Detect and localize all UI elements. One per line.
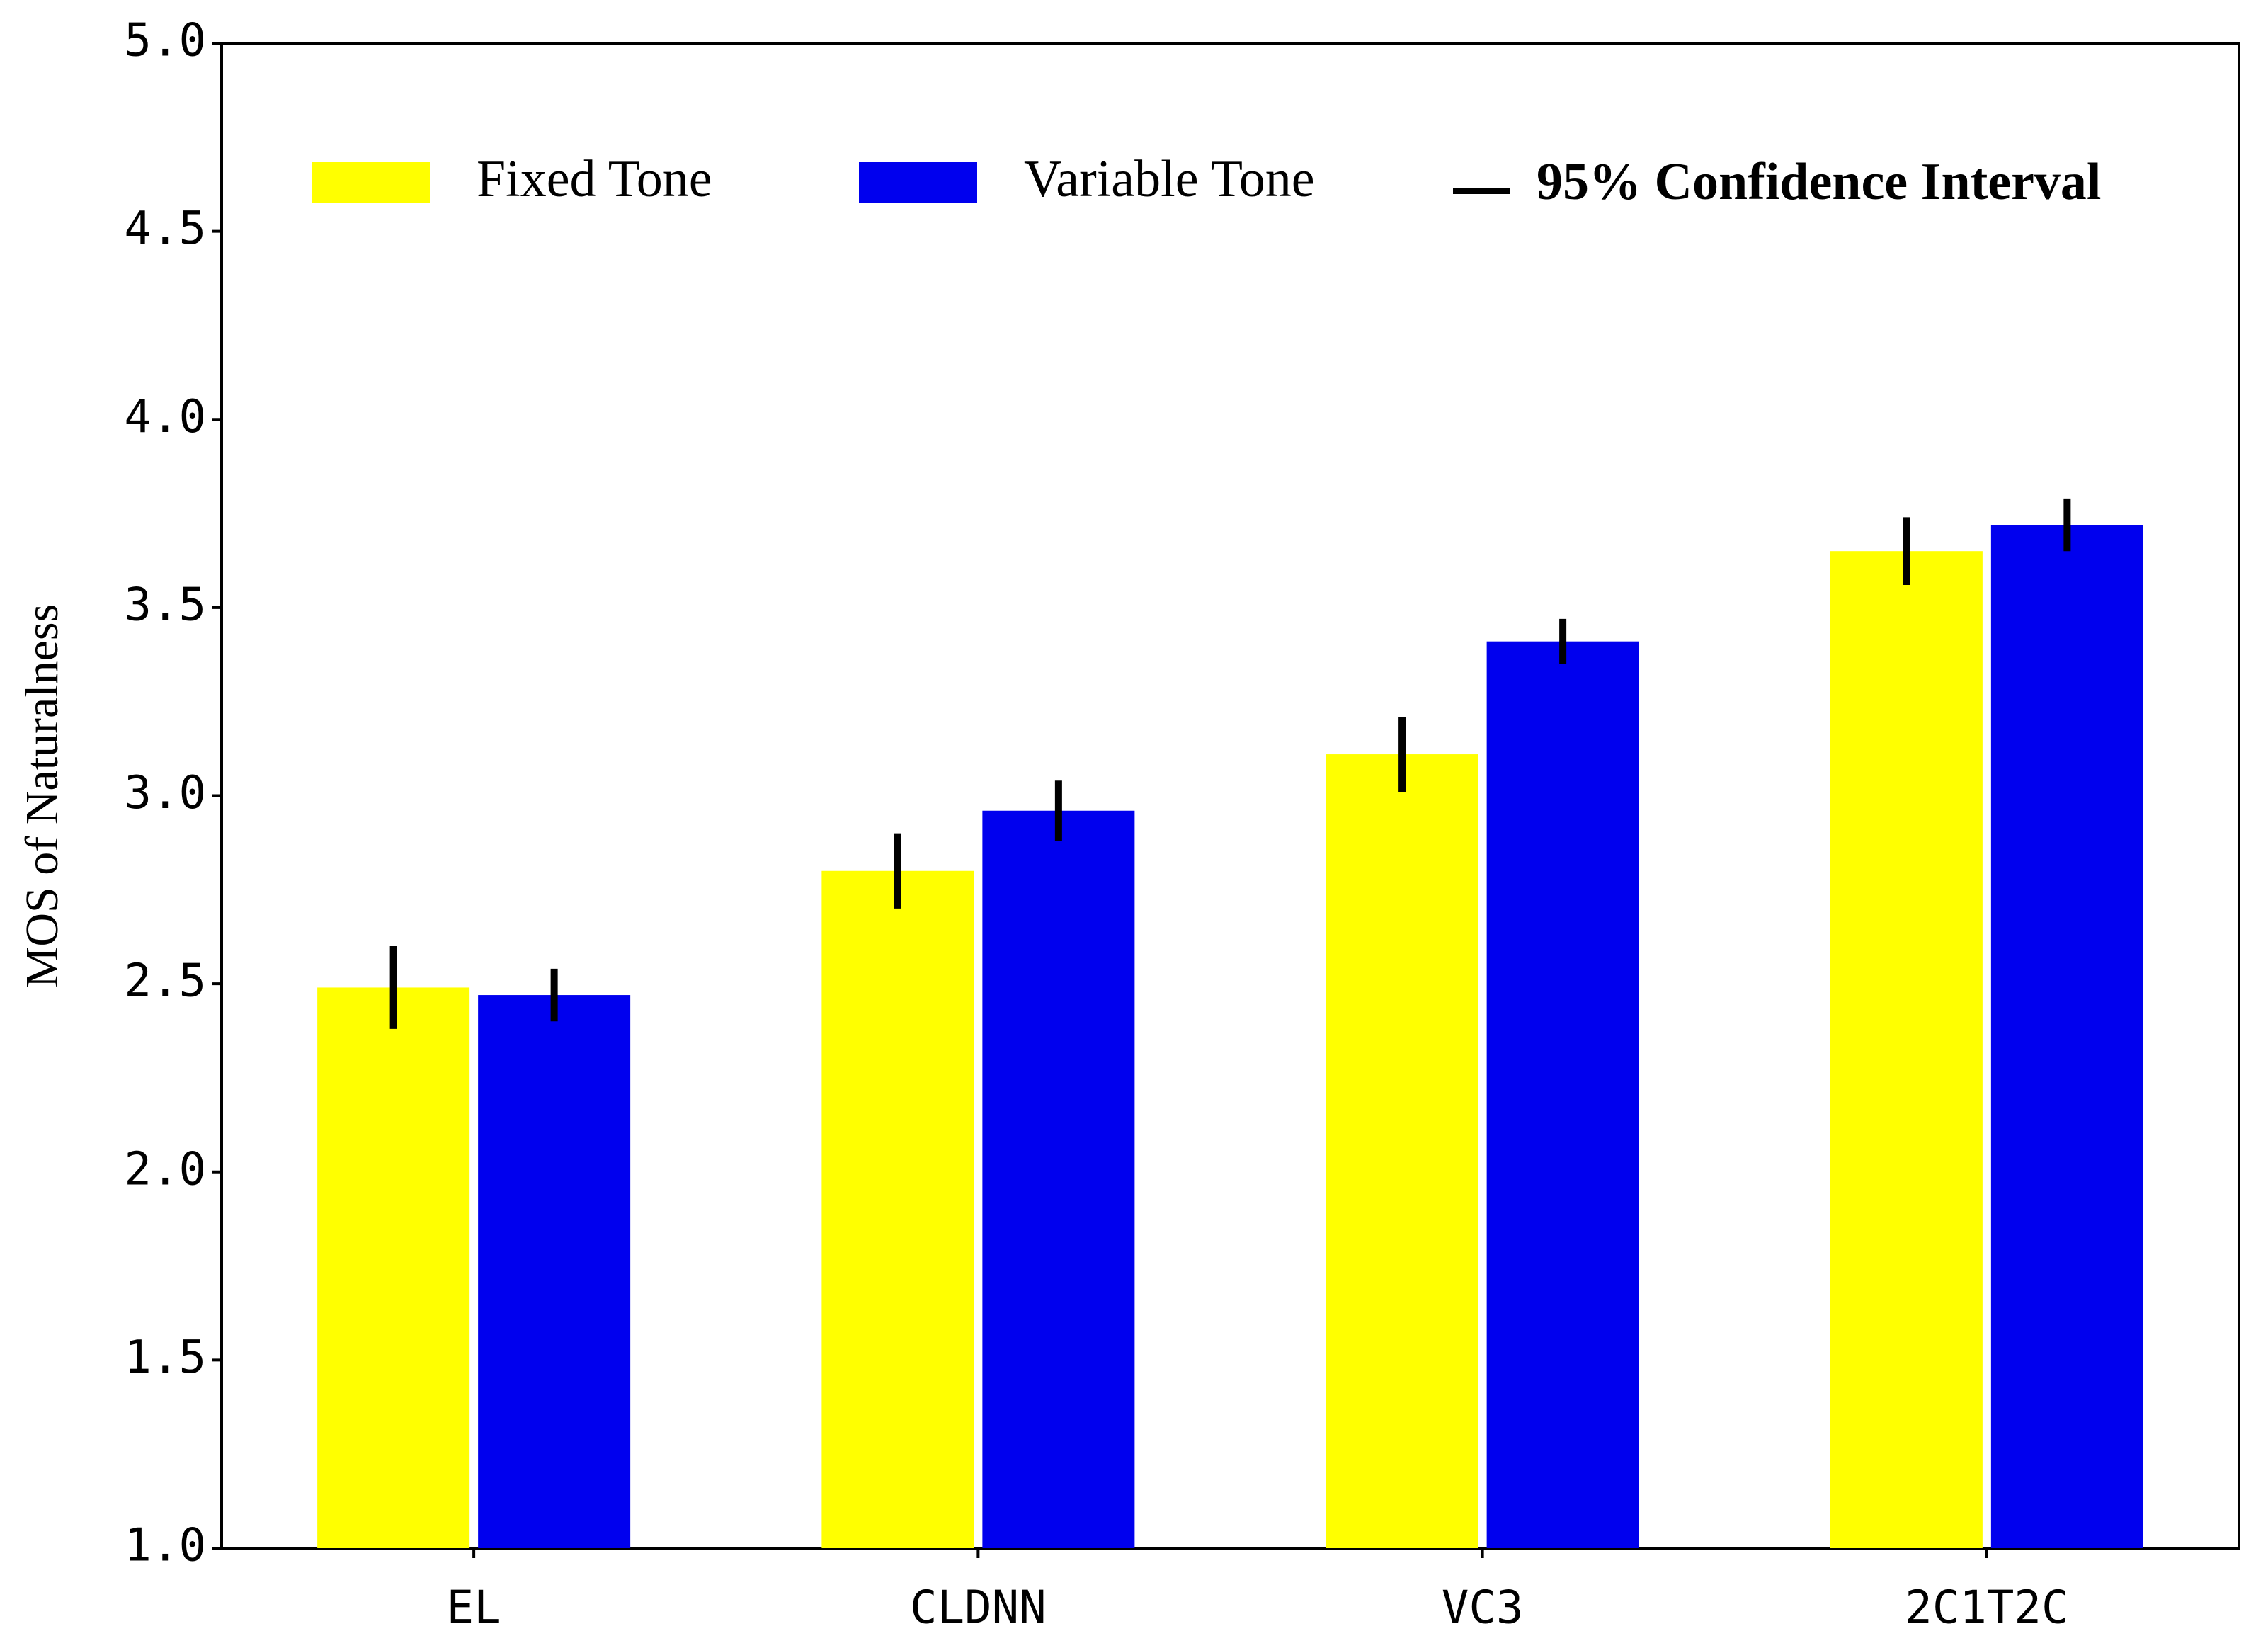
y-tick-label: 2.5 <box>124 955 206 1008</box>
y-tick-label: 1.5 <box>124 1331 206 1384</box>
bar <box>1486 641 1639 1548</box>
bar <box>1326 754 1478 1548</box>
y-tick-label: 2.0 <box>124 1143 206 1195</box>
x-tick-label: EL <box>447 1582 501 1635</box>
bar <box>1830 551 1983 1548</box>
y-tick-label: 3.5 <box>124 579 206 631</box>
legend-swatch <box>312 162 430 203</box>
y-tick-label: 3.0 <box>124 767 206 819</box>
legend-label: 95% Confidence Interval <box>1537 153 2102 211</box>
legend-label: Variable Tone <box>1024 150 1315 208</box>
bar <box>821 870 974 1548</box>
y-axis-label: MOS of Naturalness <box>16 604 68 989</box>
y-tick-label: 1.0 <box>124 1520 206 1572</box>
x-tick-label: CLDNN <box>910 1582 1047 1635</box>
bar <box>982 810 1135 1548</box>
legend-swatch <box>859 162 977 203</box>
bar <box>478 995 631 1548</box>
y-tick-label: 4.0 <box>124 391 206 443</box>
y-tick-label: 4.5 <box>124 203 206 255</box>
legend-label: Fixed Tone <box>477 150 712 208</box>
y-tick-label: 5.0 <box>124 15 206 67</box>
bar <box>1990 525 2143 1548</box>
bar <box>317 987 470 1548</box>
x-tick-label: VC3 <box>1442 1582 1524 1635</box>
x-tick-label: 2C1T2C <box>1905 1582 2068 1635</box>
